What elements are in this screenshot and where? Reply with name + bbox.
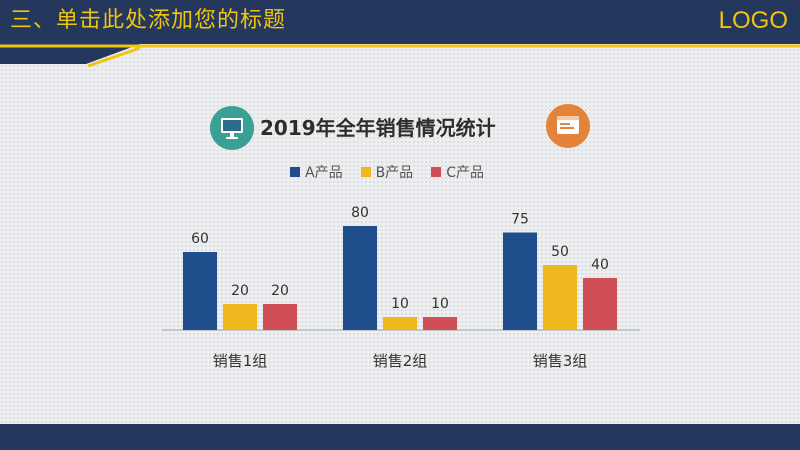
- bar-c-group-2: [423, 317, 457, 330]
- bar-b-group-1: [223, 304, 257, 330]
- legend-item-b: B产品: [360, 162, 414, 182]
- browser-window-icon: [546, 104, 590, 148]
- data-label-a-group-3: 75: [511, 212, 529, 228]
- legend-swatch-a: [290, 167, 300, 177]
- legend-label-b: B产品: [375, 165, 414, 181]
- legend-swatch-c: [431, 167, 442, 177]
- header-decor-navy-wedge: [0, 44, 140, 64]
- legend-label-a: A产品: [305, 165, 343, 181]
- footer-bar: [0, 424, 800, 450]
- legend-item-c: C产品: [431, 162, 484, 182]
- header-decor-yellow-slant: [87, 46, 141, 68]
- data-label-a-group-2: 80: [351, 205, 369, 221]
- legend-item-a: A产品: [290, 162, 343, 182]
- chart-title: 2019年全年销售情况统计: [260, 116, 496, 140]
- bar-a-group-3: [503, 232, 537, 330]
- data-label-a-group-1: 60: [191, 231, 209, 247]
- x-tick-label-group-3: 销售3组: [533, 352, 588, 370]
- bar-a-group-1: [183, 252, 217, 330]
- x-tick-label-group-1: 销售1组: [213, 352, 268, 370]
- bar-c-group-1: [263, 304, 297, 330]
- bar-a-group-2: [343, 226, 377, 330]
- header-decor-stripes: [0, 44, 800, 68]
- data-label-b-group-1: 20: [231, 283, 249, 299]
- data-label-c-group-3: 40: [591, 257, 609, 273]
- monitor-icon: [210, 106, 254, 150]
- bar-b-group-3: [543, 265, 577, 330]
- chart-legend: A产品 B产品 C产品: [290, 162, 484, 182]
- x-tick-label-group-2: 销售2组: [373, 352, 428, 370]
- header-bar: [0, 0, 800, 44]
- logo: LOGO: [718, 7, 788, 34]
- bar-c-group-3: [583, 278, 617, 330]
- data-label-c-group-1: 20: [271, 283, 289, 299]
- bar-b-group-2: [383, 317, 417, 330]
- data-label-b-group-2: 10: [391, 296, 409, 312]
- legend-swatch-b: [360, 167, 371, 177]
- data-label-c-group-2: 10: [431, 296, 449, 312]
- legend-label-c: C产品: [446, 165, 484, 181]
- slide-title[interactable]: 三、单击此处添加您的标题: [10, 8, 287, 33]
- data-label-b-group-3: 50: [551, 244, 569, 260]
